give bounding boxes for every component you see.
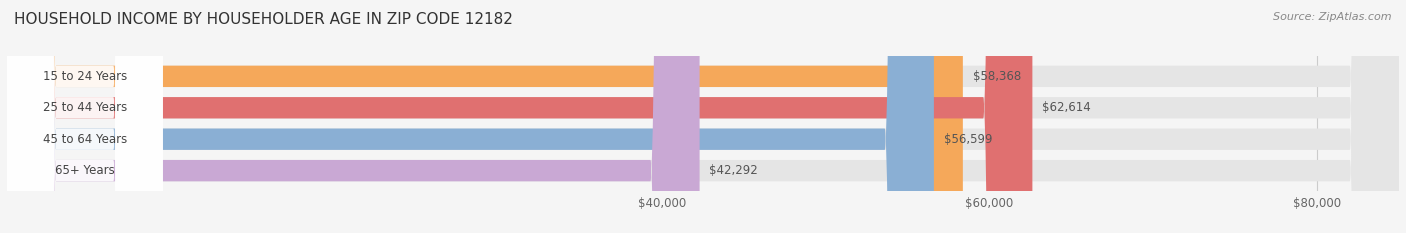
Text: 15 to 24 Years: 15 to 24 Years (42, 70, 127, 83)
FancyBboxPatch shape (7, 0, 163, 233)
FancyBboxPatch shape (7, 0, 163, 233)
FancyBboxPatch shape (7, 0, 934, 233)
FancyBboxPatch shape (7, 0, 963, 233)
FancyBboxPatch shape (7, 0, 163, 233)
Text: 25 to 44 Years: 25 to 44 Years (42, 101, 127, 114)
Text: 45 to 64 Years: 45 to 64 Years (42, 133, 127, 146)
FancyBboxPatch shape (7, 0, 1399, 233)
Text: Source: ZipAtlas.com: Source: ZipAtlas.com (1274, 12, 1392, 22)
FancyBboxPatch shape (7, 0, 163, 233)
Text: $62,614: $62,614 (1042, 101, 1091, 114)
Text: $58,368: $58,368 (973, 70, 1021, 83)
FancyBboxPatch shape (7, 0, 700, 233)
FancyBboxPatch shape (7, 0, 1032, 233)
Text: HOUSEHOLD INCOME BY HOUSEHOLDER AGE IN ZIP CODE 12182: HOUSEHOLD INCOME BY HOUSEHOLDER AGE IN Z… (14, 12, 513, 27)
FancyBboxPatch shape (7, 0, 1399, 233)
Text: $42,292: $42,292 (710, 164, 758, 177)
FancyBboxPatch shape (7, 0, 1399, 233)
Text: $56,599: $56,599 (943, 133, 993, 146)
FancyBboxPatch shape (7, 0, 1399, 233)
Text: 65+ Years: 65+ Years (55, 164, 115, 177)
